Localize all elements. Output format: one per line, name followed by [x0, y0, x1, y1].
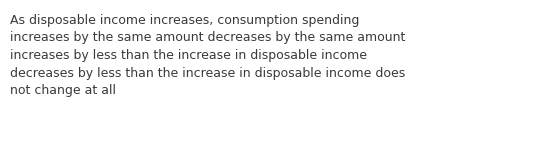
Text: As disposable income increases, consumption spending
increases by the same amoun: As disposable income increases, consumpt…: [10, 14, 405, 97]
